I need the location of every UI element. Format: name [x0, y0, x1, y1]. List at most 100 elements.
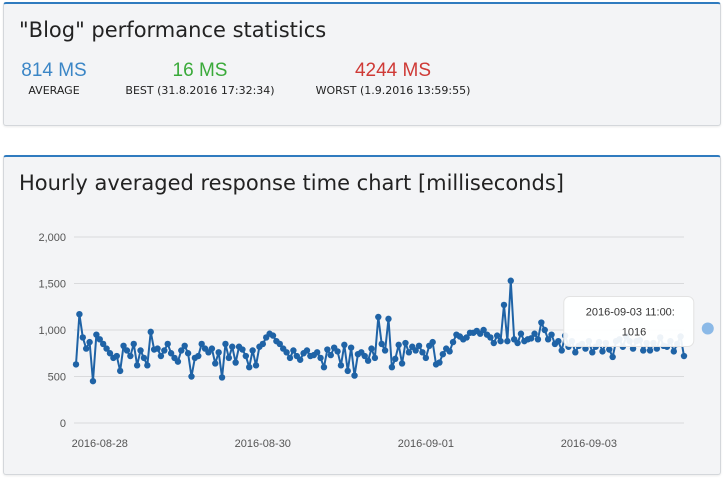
- data-point: [534, 336, 542, 343]
- data-point: [130, 340, 137, 348]
- data-point: [188, 373, 195, 380]
- response-time-chart[interactable]: 0 500 1,000 1,500 2,000 2016-08-28 2016-08-30 2…: [4, 207, 720, 473]
- data-point: [232, 359, 239, 366]
- data-point: [181, 342, 188, 350]
- data-point: [606, 346, 613, 353]
- y-tick-label: 0: [60, 418, 66, 430]
- data-point: [208, 345, 216, 352]
- data-point: [303, 347, 311, 354]
- data-point: [419, 349, 426, 356]
- data-point: [324, 346, 331, 353]
- data-point: [93, 331, 100, 338]
- data-point: [364, 357, 372, 364]
- data-point: [646, 347, 654, 354]
- data-point: [395, 341, 402, 349]
- data-point: [368, 345, 375, 352]
- y-tick-label: 500: [48, 372, 66, 384]
- data-point: [127, 352, 134, 360]
- data-point: [72, 361, 80, 368]
- stat-best: 16 MS BEST (31.8.2016 17:32:34): [110, 60, 290, 97]
- data-point: [123, 347, 131, 354]
- data-point: [174, 358, 182, 365]
- data-point: [670, 348, 678, 355]
- data-point: [361, 352, 368, 360]
- data-point: [504, 337, 511, 345]
- data-point: [351, 372, 358, 379]
- data-point: [99, 340, 107, 348]
- data-point: [405, 349, 413, 356]
- data-point: [347, 344, 355, 351]
- data-point: [82, 345, 90, 352]
- data-point: [392, 355, 399, 363]
- data-point: [317, 354, 324, 362]
- data-point: [120, 342, 127, 350]
- y-tick-label: 1,000: [38, 325, 66, 337]
- data-point: [144, 362, 151, 369]
- data-point: [388, 364, 396, 371]
- data-point: [378, 340, 385, 348]
- data-point: [76, 310, 83, 318]
- data-point: [276, 340, 283, 348]
- data-point: [140, 354, 148, 362]
- data-point: [242, 352, 250, 360]
- data-point: [480, 326, 487, 334]
- data-point: [517, 330, 525, 337]
- data-point: [402, 339, 409, 347]
- data-point: [252, 362, 260, 369]
- data-point: [296, 356, 304, 363]
- x-tick-label: 2016-09-01: [398, 438, 454, 450]
- response-time-chart-panel: Hourly averaged response time chart [mil…: [3, 155, 721, 475]
- data-point: [96, 336, 103, 343]
- data-point: [548, 331, 555, 338]
- data-point: [680, 352, 688, 360]
- stats-panel-title: "Blog" performance statistics: [19, 18, 327, 42]
- data-point: [103, 345, 110, 352]
- data-point: [79, 334, 86, 341]
- data-point: [154, 345, 161, 352]
- data-point: [463, 334, 470, 341]
- data-point: [86, 338, 93, 346]
- data-point: [229, 343, 236, 350]
- data-point: [436, 359, 443, 366]
- data-point: [320, 364, 328, 371]
- data-point: [640, 347, 647, 354]
- data-point: [286, 354, 294, 362]
- data-point: [429, 338, 436, 346]
- data-point: [259, 340, 267, 348]
- x-tick-label: 2016-09-03: [561, 438, 617, 450]
- performance-stats-panel: "Blog" performance statistics 814 MS AVE…: [3, 2, 721, 126]
- data-point: [239, 346, 246, 353]
- data-point: [283, 349, 290, 356]
- data-point: [527, 335, 535, 342]
- data-point: [198, 340, 205, 348]
- data-point: [555, 337, 562, 345]
- data-point: [344, 367, 351, 375]
- data-point: [446, 348, 453, 355]
- data-point: [225, 354, 233, 362]
- data-point: [157, 352, 165, 360]
- x-tick-label: 2016-08-28: [72, 438, 128, 450]
- data-point: [375, 313, 382, 321]
- data-point: [599, 348, 606, 355]
- data-point: [541, 326, 548, 334]
- best-value: 16 MS: [172, 60, 228, 81]
- data-point: [161, 347, 168, 354]
- y-tick-label: 2,000: [38, 232, 66, 244]
- data-point: [215, 349, 222, 356]
- data-point: [246, 364, 253, 371]
- data-point: [439, 350, 447, 358]
- data-point: [164, 340, 171, 348]
- data-point: [412, 347, 419, 354]
- data-point: [137, 347, 144, 354]
- data-point: [195, 352, 202, 360]
- data-point: [116, 367, 124, 375]
- data-point: [449, 338, 457, 346]
- stat-worst: 4244 MS WORST (1.9.2016 13:59:55): [302, 60, 484, 97]
- data-point: [422, 354, 430, 362]
- data-point: [222, 340, 229, 348]
- data-point: [313, 349, 321, 356]
- data-point: [290, 347, 297, 354]
- data-point: [184, 350, 192, 357]
- data-point: [538, 319, 545, 326]
- data-point: [558, 347, 565, 354]
